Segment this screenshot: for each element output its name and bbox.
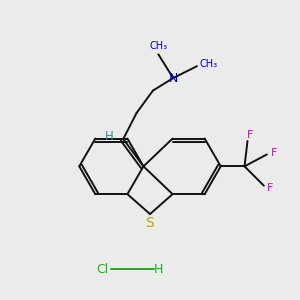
Text: F: F <box>247 130 253 140</box>
Text: F: F <box>271 148 278 158</box>
Text: F: F <box>267 183 274 193</box>
Text: S: S <box>145 216 154 230</box>
Text: Cl: Cl <box>96 263 109 276</box>
Text: H: H <box>154 263 164 276</box>
Text: CH₃: CH₃ <box>149 41 167 51</box>
Text: H: H <box>105 130 113 142</box>
Text: CH₃: CH₃ <box>200 59 218 69</box>
Text: N: N <box>169 72 178 85</box>
